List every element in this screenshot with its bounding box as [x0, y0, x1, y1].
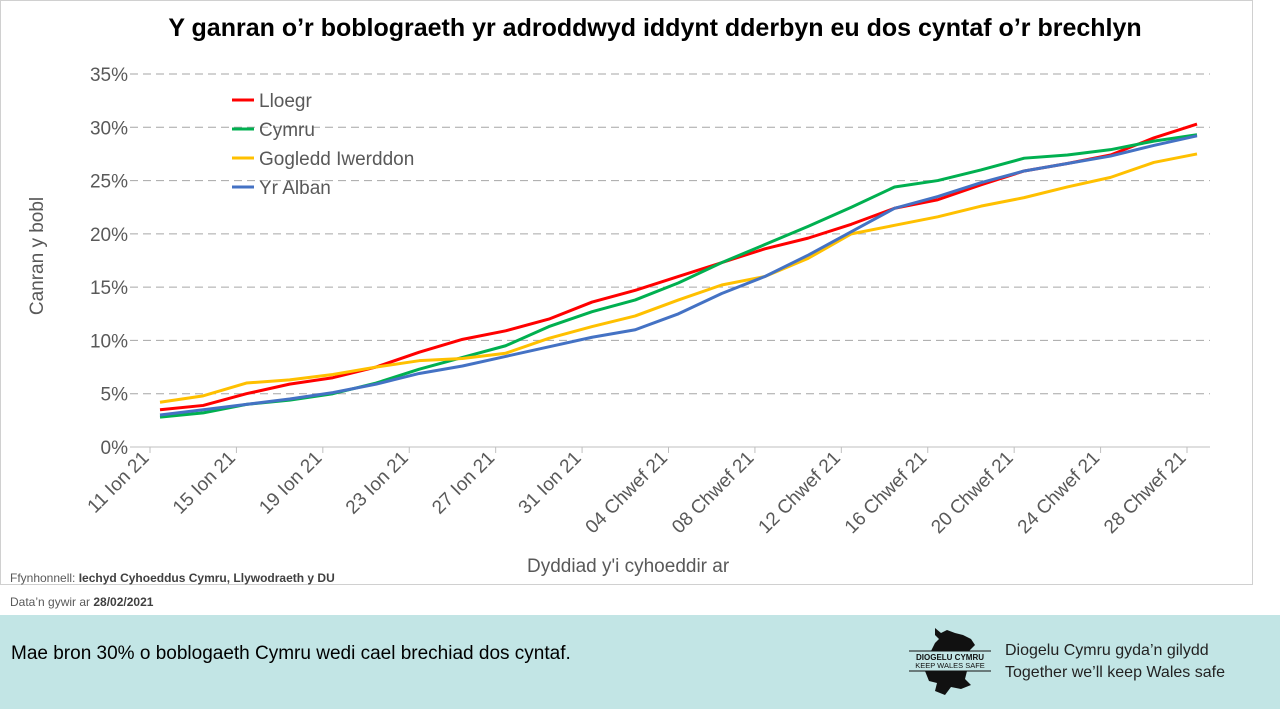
y-tick-label: 15%	[90, 278, 128, 299]
x-tick-label: 24 Chwef 21	[1014, 448, 1104, 538]
x-tick-label: 12 Chwef 21	[755, 448, 845, 538]
logo-text: DIOGELU CYMRU	[916, 653, 984, 662]
y-tick-label: 35%	[90, 65, 128, 86]
footer-band	[0, 615, 1280, 709]
x-tick-label: 16 Chwef 21	[841, 448, 931, 538]
y-tick-label: 5%	[101, 385, 129, 406]
keep-wales-safe-logo: DIOGELU CYMRU KEEP WALES SAFE	[909, 628, 991, 695]
y-tick-label: 20%	[90, 225, 128, 246]
chart-title: Y ganran o’r boblograeth yr adroddwyd id…	[168, 14, 1142, 42]
x-tick-label: 20 Chwef 21	[927, 448, 1017, 538]
chart-frame	[0, 0, 1253, 585]
x-tick-label: 04 Chwef 21	[582, 448, 672, 538]
x-tick-label: 15 Ion 21	[169, 448, 240, 519]
source-note: Ffynhonnell: Iechyd Cyhoeddus Cymru, Lly…	[10, 571, 335, 585]
x-axis-label: Dyddiad y'i cyhoeddir ar	[527, 556, 730, 577]
tagline: Diogelu Cymru gyda’n gilydd Together we’l…	[1005, 640, 1225, 684]
footer-message: Mae bron 30% o boblogaeth Cymru wedi cae…	[11, 643, 571, 664]
y-tick-label: 25%	[90, 172, 128, 193]
logo-text: KEEP WALES SAFE	[915, 661, 985, 670]
legend-label: Gogledd Iwerddon	[259, 149, 414, 170]
x-tick-label: 23 Ion 21	[342, 448, 413, 519]
y-tick-label: 0%	[101, 438, 129, 459]
line-chart: 0%5%10%15%20%25%30%35%11 Ion 21 15 Ion 21…	[84, 65, 1210, 538]
tagline-welsh: Diogelu Cymru gyda’n gilydd	[1005, 642, 1209, 659]
series-line-yr-alban	[159, 134, 1198, 417]
x-tick-label: 19 Ion 21	[255, 448, 326, 519]
legend-label: Cymru	[259, 120, 315, 141]
date-note: Data’n gywir ar 28/02/2021	[10, 595, 154, 609]
legend-label: Lloegr	[259, 91, 312, 112]
x-tick-label: 08 Chwef 21	[668, 448, 758, 538]
y-axis-label: Canran y bobl	[27, 196, 48, 316]
series-line-gogledd-iwerddon	[159, 152, 1198, 404]
tagline-english: Together we’ll keep Wales safe	[1005, 664, 1225, 681]
y-tick-label: 10%	[90, 331, 128, 352]
x-tick-label: 27 Ion 21	[428, 448, 499, 519]
legend-label: Yr Alban	[259, 178, 331, 199]
x-tick-label: 28 Chwef 21	[1100, 448, 1190, 538]
x-tick-label: 31 Ion 21	[515, 448, 586, 519]
y-tick-label: 30%	[90, 118, 128, 139]
